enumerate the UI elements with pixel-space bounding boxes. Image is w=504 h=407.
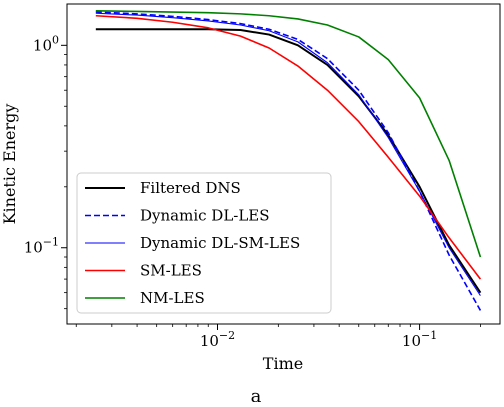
legend-label-filtered-dns: Filtered DNS	[140, 179, 241, 197]
series-line-filtered-dns	[95, 28, 482, 294]
y-tick-label: 10−1	[24, 236, 59, 257]
x-tick-label-exponent: −2	[219, 329, 235, 342]
y-tick-label-base: 10	[24, 239, 43, 257]
series-layer	[95, 10, 482, 311]
x-tick-label-exponent: −1	[421, 329, 437, 342]
x-tick-label: 10−1	[402, 329, 437, 350]
series-line-dynamic-dl-les	[95, 11, 482, 311]
caption-letter: a	[251, 386, 262, 402]
y-tick-label-exponent: 0	[52, 33, 59, 46]
x-tick-label-base: 10	[402, 332, 421, 350]
series-line-sm-les	[95, 14, 482, 280]
legend: Filtered DNS Dynamic DL-LES Dynamic DL-SM-…	[76, 172, 332, 314]
legend-label-dynamic-dl-sm-les: Dynamic DL-SM-LES	[140, 234, 300, 252]
legend-label-dynamic-dl-les: Dynamic DL-LES	[140, 207, 270, 225]
legend-label-sm-les: SM-LES	[140, 262, 202, 280]
plot-frame	[66, 3, 501, 325]
legend-label-nm-les: NM-LES	[140, 289, 205, 307]
x-axis-label: Time	[263, 354, 303, 373]
legend-box	[76, 172, 332, 314]
x-tick-label: 10−2	[200, 329, 235, 350]
y-tick-label: 100	[33, 33, 59, 54]
series-line-nm-les	[95, 10, 482, 258]
y-tick-label-base: 10	[33, 36, 52, 54]
x-tick-label-base: 10	[200, 332, 219, 350]
y-axis-label: Kinetic Energy	[0, 104, 19, 225]
y-tick-label-exponent: −1	[43, 236, 59, 249]
series-line-dynamic-dl-sm-les	[95, 12, 481, 296]
